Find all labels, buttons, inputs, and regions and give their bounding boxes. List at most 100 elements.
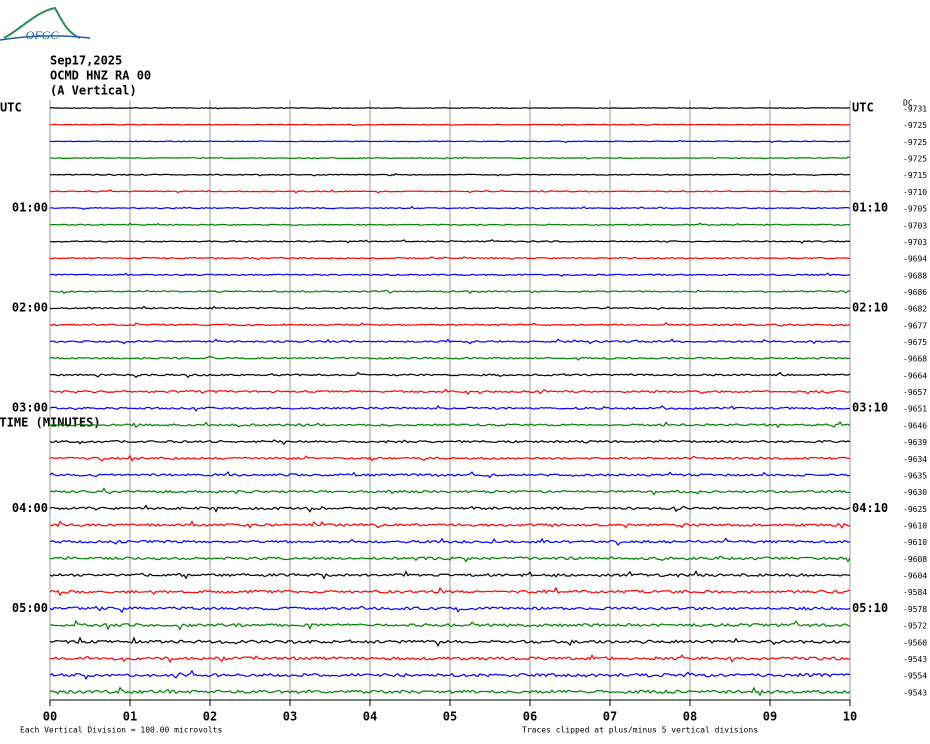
trace	[49, 586, 851, 597]
right-time-label: 02:10	[852, 301, 888, 315]
offset-label: -9715	[903, 171, 927, 180]
trace	[49, 421, 851, 429]
left-time-label: 04:00	[12, 501, 48, 515]
trace	[49, 123, 851, 127]
offset-label: -9688	[903, 271, 927, 280]
trace	[49, 355, 851, 361]
offset-label: -9725	[903, 155, 927, 164]
x-tick-label: 05	[443, 710, 457, 724]
trace	[49, 605, 851, 614]
right-time-label: 04:10	[852, 501, 888, 515]
trace	[49, 338, 851, 345]
right-time-label: 01:10	[852, 201, 888, 215]
offset-label: -9703	[903, 221, 927, 230]
trace	[49, 520, 851, 530]
trace	[49, 156, 851, 160]
offset-label: -9705	[903, 205, 927, 214]
offset-label: -9584	[903, 588, 927, 597]
offset-label: -9646	[903, 421, 927, 430]
trace	[49, 139, 851, 143]
logo-text: OFGC	[26, 28, 60, 42]
trace	[49, 619, 851, 631]
trace	[49, 107, 851, 110]
trace	[49, 388, 851, 396]
offset-label: -9630	[903, 488, 927, 497]
trace	[49, 405, 851, 412]
offset-label: -9686	[903, 288, 927, 297]
left-time-label: 03:00	[12, 401, 48, 415]
trace	[49, 570, 851, 580]
trace	[49, 256, 851, 261]
x-tick-label: 04	[363, 710, 377, 724]
offset-label: -9725	[903, 121, 927, 130]
trace	[49, 653, 851, 664]
logo-line	[0, 35, 91, 41]
trace	[49, 172, 850, 177]
offset-label: -9657	[903, 388, 927, 397]
left-time-label: 02:00	[12, 301, 48, 315]
trace	[49, 471, 851, 479]
offset-label: -9694	[903, 255, 927, 264]
x-tick-label: 03	[283, 710, 297, 724]
offset-label: -9543	[903, 688, 927, 697]
offset-label: -9635	[903, 471, 927, 480]
trace	[49, 371, 851, 379]
trace	[49, 669, 851, 680]
trace	[49, 537, 851, 546]
offset-label: -9560	[903, 638, 927, 647]
offset-label: -9608	[903, 555, 927, 564]
offset-label: -9651	[903, 405, 927, 414]
trace	[49, 686, 851, 697]
x-tick-label: 08	[683, 710, 697, 724]
trace	[49, 272, 851, 277]
trace	[49, 555, 851, 563]
right-time-label: 03:10	[852, 401, 888, 415]
title-line: Sep17,2025	[50, 54, 122, 68]
offset-label: -9710	[903, 188, 927, 197]
trace	[49, 487, 851, 496]
offset-label: -9610	[903, 522, 927, 531]
offset-label: -9604	[903, 572, 927, 581]
trace	[49, 189, 851, 194]
offset-label: -9578	[903, 605, 927, 614]
x-tick-label: 00	[43, 710, 57, 724]
left-time-label: 01:00	[12, 201, 48, 215]
x-tick-label: 10	[843, 710, 857, 724]
offset-label: -9610	[903, 538, 927, 547]
trace	[49, 321, 851, 327]
x-tick-label: 09	[763, 710, 777, 724]
title-line: OCMD HNZ RA 00	[50, 69, 151, 83]
trace	[49, 222, 851, 227]
right-time-label: UTC	[852, 101, 874, 115]
offset-label: -9725	[903, 138, 927, 147]
trace	[49, 239, 851, 244]
trace	[49, 439, 851, 446]
offset-label: -9731	[903, 105, 927, 114]
x-tick-label: 07	[603, 710, 617, 724]
offset-label: -9682	[903, 305, 927, 314]
right-time-label: 05:10	[852, 601, 888, 615]
offset-label: -9668	[903, 355, 927, 364]
offset-label: -9675	[903, 338, 927, 347]
trace	[49, 636, 851, 647]
left-time-label: UTC	[0, 101, 22, 115]
x-tick-label: 01	[123, 710, 137, 724]
footnote: Traces clipped at plus/minus 5 vertical …	[522, 726, 758, 735]
logo-swoosh	[3, 6, 81, 39]
trace	[49, 454, 851, 462]
left-time-label: 05:00	[12, 601, 48, 615]
footnote: Each Vertical Division = 100.00 microvol…	[20, 726, 222, 735]
offset-label: -9703	[903, 238, 927, 247]
title-line: (A Vertical)	[50, 84, 137, 98]
offset-label: -9543	[903, 655, 927, 664]
offset-label: -9634	[903, 455, 927, 464]
trace	[49, 289, 851, 295]
trace	[49, 205, 851, 210]
offset-header: DC	[903, 99, 913, 108]
trace	[49, 305, 851, 311]
offset-label: -9625	[903, 505, 927, 514]
x-tick-label: 02	[203, 710, 217, 724]
trace	[49, 504, 851, 513]
offset-label: -9639	[903, 438, 927, 447]
